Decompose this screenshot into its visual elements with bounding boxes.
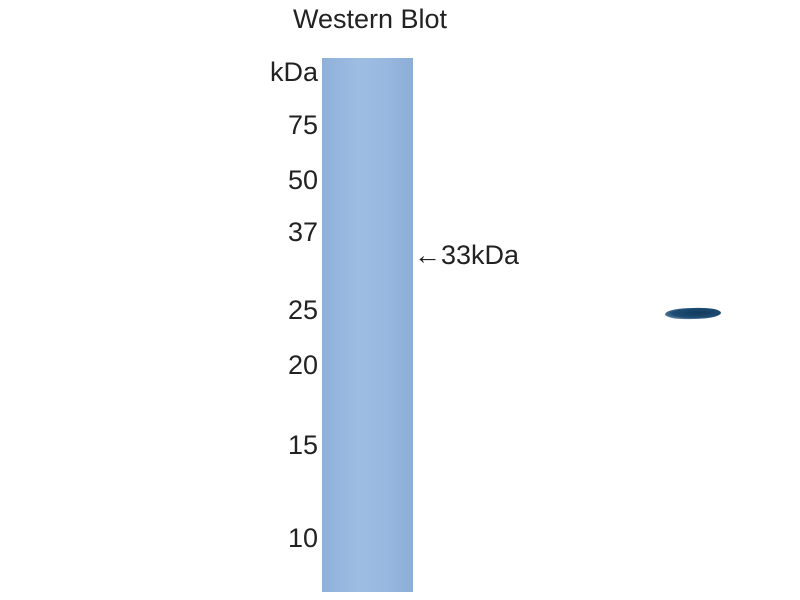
arrow-left-icon: ← <box>414 240 441 270</box>
unit-label: kDa <box>269 57 318 87</box>
marker-label-15: 15 <box>287 430 318 460</box>
band-annotation: ←33kDa <box>414 240 519 270</box>
band-size-label: 33kDa <box>441 240 520 270</box>
marker-label-37: 37 <box>287 217 318 247</box>
marker-label-10: 10 <box>287 523 318 553</box>
protein-band <box>664 307 722 320</box>
blot-lane <box>322 58 722 592</box>
marker-label-20: 20 <box>287 350 318 380</box>
marker-label-50: 50 <box>287 165 318 195</box>
marker-label-25: 25 <box>287 295 318 325</box>
marker-label-75: 75 <box>287 110 318 140</box>
figure-title: Western Blot <box>292 4 448 34</box>
